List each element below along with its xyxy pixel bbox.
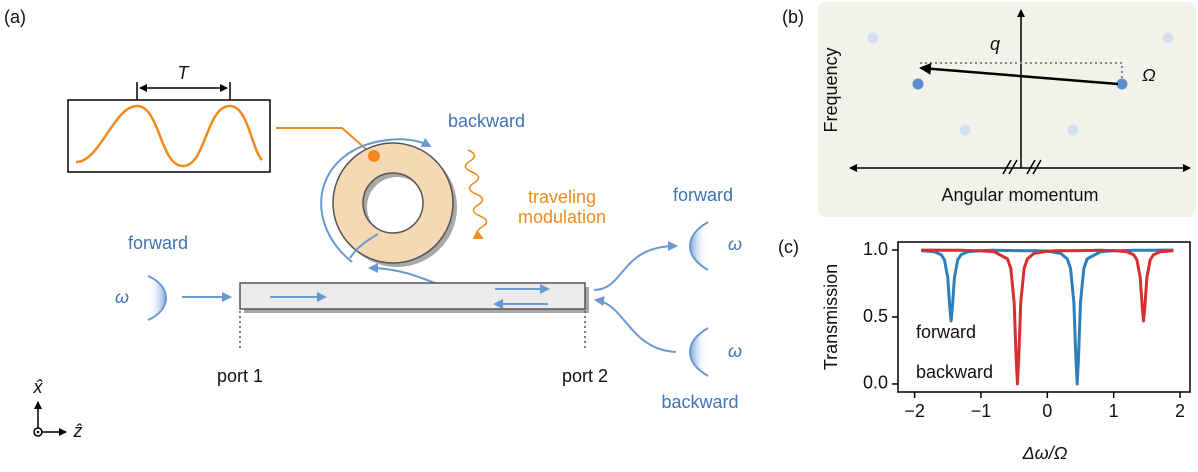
panel-label: (a) xyxy=(4,7,26,27)
x-tick-label: −1 xyxy=(971,401,992,421)
input-label: forward xyxy=(128,233,188,253)
ring-arrow xyxy=(349,233,379,259)
state xyxy=(912,78,924,90)
legend-label: forward xyxy=(916,322,976,342)
panel-a: (a) T backward traveling modulation forw… xyxy=(4,7,742,441)
period-label: T xyxy=(178,63,191,83)
x-tick-label: 0 xyxy=(1042,401,1052,421)
freq-label: ω xyxy=(728,341,742,361)
axis-origin xyxy=(36,430,40,434)
legend-label: backward xyxy=(916,362,993,382)
panel-c: (c) Transmission Δω/Ω −2 −1 0 1 2 0.0 0.5 1.0 fo… xyxy=(778,237,1191,463)
state xyxy=(1162,32,1174,44)
port-label: port 1 xyxy=(217,366,263,386)
port-label: port 2 xyxy=(562,366,608,386)
state xyxy=(959,124,971,136)
x-tick-label: −2 xyxy=(904,401,925,421)
freq-label: ω xyxy=(115,287,129,307)
ring xyxy=(332,142,454,264)
state xyxy=(867,32,879,44)
freq-label: ω xyxy=(728,234,742,254)
connector xyxy=(276,127,375,157)
shift-label: Ω xyxy=(1142,65,1156,85)
input-arrow xyxy=(594,296,677,353)
panel-background xyxy=(818,2,1196,217)
panel-label: (c) xyxy=(778,237,799,257)
x-tick-label: 1 xyxy=(1109,401,1119,421)
pulse xyxy=(147,275,167,321)
state xyxy=(1116,78,1128,90)
y-axis-label: Transmission xyxy=(821,264,841,370)
series-line xyxy=(921,248,1174,386)
panel-label: (b) xyxy=(782,7,804,27)
guide-line xyxy=(920,62,1123,78)
modulation-label: modulation xyxy=(518,207,606,227)
state xyxy=(1067,124,1079,136)
pulse-fill xyxy=(148,276,166,320)
axis-label: ẑ xyxy=(73,421,83,441)
output-label: forward xyxy=(673,185,733,205)
y-axis-label: Frequency xyxy=(821,47,841,132)
pulse xyxy=(689,327,709,377)
modulation-wave-arrow xyxy=(464,149,488,239)
x-tick-label: 2 xyxy=(1175,401,1185,421)
y-tick-label: 0.5 xyxy=(863,306,888,326)
pulse xyxy=(689,221,709,271)
wavevector-label: q xyxy=(990,34,1000,54)
x-axis-label: Δω/Ω xyxy=(1022,443,1068,463)
ring-arrow xyxy=(320,137,432,263)
y-tick-label: 1.0 xyxy=(863,239,888,259)
axis-label: x̂ xyxy=(33,377,44,397)
axis-break xyxy=(1002,159,1042,175)
plot-frame xyxy=(897,241,1191,393)
modulation-label: traveling xyxy=(528,187,596,207)
modulation-box xyxy=(67,99,271,173)
y-tick-label: 0.0 xyxy=(863,373,888,393)
output-arrow xyxy=(593,241,678,291)
ring-label: backward xyxy=(448,111,525,131)
x-axis-label: Angular momentum xyxy=(941,185,1098,205)
connector-dot xyxy=(368,150,380,162)
modulation-wave xyxy=(75,104,263,168)
input-label: backward xyxy=(661,392,738,412)
transition-arrow xyxy=(919,62,1119,86)
panel-b: (b) q Ω Frequency Angular momentum xyxy=(782,2,1196,217)
